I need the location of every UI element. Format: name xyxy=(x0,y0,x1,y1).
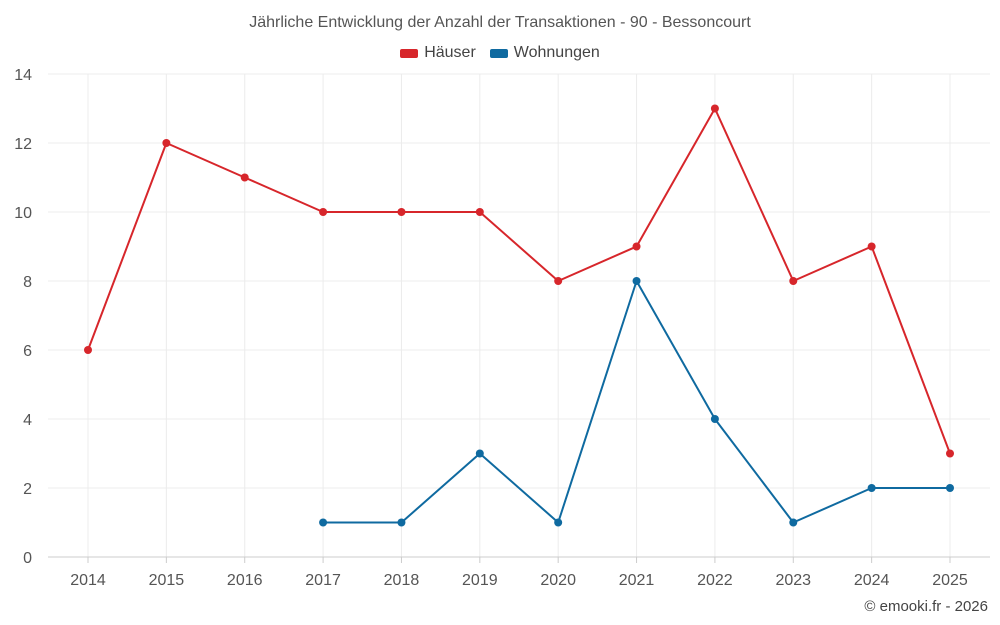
copyright-credit: © emooki.fr - 2026 xyxy=(864,598,988,615)
legend-swatch-haeuser xyxy=(400,48,419,58)
point-wohnungen-2020 xyxy=(554,518,563,527)
point-haeuser-2015 xyxy=(162,139,171,147)
x-tick-label-2019: 2019 xyxy=(462,572,498,589)
point-haeuser-2014 xyxy=(84,346,92,354)
x-tick-label-2015: 2015 xyxy=(149,572,185,589)
point-wohnungen-2018 xyxy=(397,518,406,527)
y-tick-label-8: 8 xyxy=(23,274,32,291)
point-haeuser-2023 xyxy=(789,277,798,285)
legend-item-wohnungen[interactable]: Wohnungen xyxy=(489,44,600,62)
x-tick-label-2014: 2014 xyxy=(70,572,106,589)
legend: Häuser Wohnungen xyxy=(0,44,1000,62)
x-tick-label-2018: 2018 xyxy=(384,572,420,589)
y-tick-label-12: 12 xyxy=(14,136,32,153)
y-tick-label-2: 2 xyxy=(23,481,32,498)
point-haeuser-2016 xyxy=(240,173,249,182)
x-tick-label-2022: 2022 xyxy=(697,572,733,589)
x-tick-label-2016: 2016 xyxy=(227,572,263,589)
y-tick-label-14: 14 xyxy=(14,67,32,84)
point-wohnungen-2025 xyxy=(946,484,954,492)
x-tick-label-2017: 2017 xyxy=(305,572,341,589)
point-wohnungen-2022 xyxy=(710,415,719,423)
x-tick-label-2023: 2023 xyxy=(775,572,811,589)
point-wohnungen-2017 xyxy=(319,518,328,527)
point-haeuser-2024 xyxy=(867,242,876,251)
point-haeuser-2021 xyxy=(632,242,641,251)
x-tick-label-2024: 2024 xyxy=(854,572,890,589)
point-haeuser-2019 xyxy=(475,208,484,216)
point-wohnungen-2021 xyxy=(632,277,641,285)
y-tick-label-0: 0 xyxy=(23,550,32,567)
point-haeuser-2018 xyxy=(397,208,406,216)
legend-item-haeuser[interactable]: Häuser xyxy=(400,44,476,62)
series-line-haeuser xyxy=(87,107,951,454)
point-haeuser-2017 xyxy=(319,208,328,216)
legend-label-haeuser: Häuser xyxy=(424,44,476,61)
x-tick-label-2025: 2025 xyxy=(932,572,968,589)
chart-title: Jährliche Entwicklung der Anzahl der Tra… xyxy=(249,14,751,31)
point-wohnungen-2023 xyxy=(789,518,798,527)
point-wohnungen-2019 xyxy=(475,449,484,458)
x-tick-label-2021: 2021 xyxy=(619,572,655,589)
point-haeuser-2020 xyxy=(554,277,563,285)
legend-swatch-wohnungen xyxy=(489,48,508,58)
legend-label-wohnungen: Wohnungen xyxy=(513,44,600,61)
y-tick-label-4: 4 xyxy=(23,412,32,429)
point-wohnungen-2024 xyxy=(867,484,876,492)
x-tick-label-2020: 2020 xyxy=(540,572,576,589)
point-haeuser-2025 xyxy=(946,449,954,458)
y-tick-label-10: 10 xyxy=(14,205,32,222)
point-haeuser-2022 xyxy=(710,104,719,113)
y-tick-label-6: 6 xyxy=(23,343,32,360)
